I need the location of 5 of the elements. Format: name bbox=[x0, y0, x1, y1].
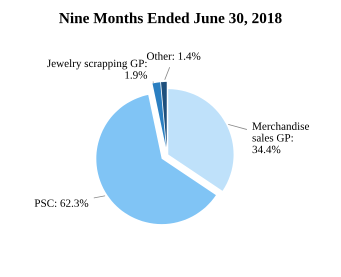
slice-label: PSC: 62.3% bbox=[34, 199, 88, 207]
chart-title: Nine Months Ended June 30, 2018 bbox=[59, 12, 282, 26]
slice-label: Jewelry scrapping GP: 1.9% bbox=[47, 59, 148, 79]
slice-label: Other: 1.4% bbox=[146, 52, 200, 60]
slice-label: Merchandise sales GP: 34.4% bbox=[252, 122, 310, 154]
